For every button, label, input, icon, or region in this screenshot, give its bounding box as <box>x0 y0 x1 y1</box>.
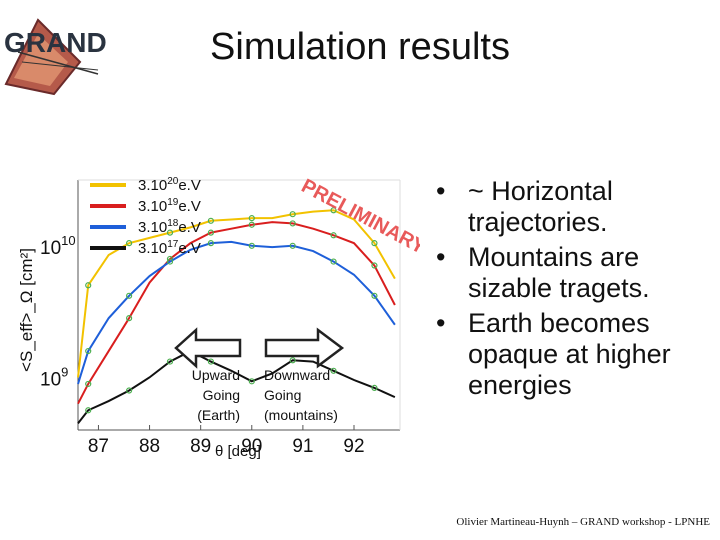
bullet-item: • Mountains are sizable tragets. <box>432 242 717 304</box>
logo-mark-icon <box>4 18 99 96</box>
data-point <box>371 292 378 299</box>
bullet-text: Earth becomes opaque at higher energies <box>468 308 671 400</box>
y-axis-label: <S_eff>_Ω [cm²] <box>17 248 36 372</box>
data-point <box>207 240 214 247</box>
data-point <box>85 407 92 414</box>
x-tick-label: 88 <box>139 436 160 457</box>
data-point <box>289 242 296 249</box>
data-point <box>289 357 296 364</box>
series-line-3 <box>77 349 396 425</box>
bullet-text: ~ Horizontal trajectories. <box>468 176 613 237</box>
data-point <box>330 232 337 239</box>
logo-text: GRAND <box>4 27 106 58</box>
bullet-dot-icon: • <box>436 176 446 206</box>
data-point <box>126 387 133 394</box>
data-point <box>330 367 337 374</box>
legend-label: 3.1019e.V <box>138 197 201 215</box>
upward-arrow-icon <box>174 327 242 369</box>
downward-label-line2: Going <box>264 387 301 403</box>
data-point <box>330 258 337 265</box>
bullet-dot-icon: • <box>436 242 446 272</box>
simulation-plot: 87 88 89 90 91 92 109 1010 θ [deg] <S_eff>_Ω [… <box>17 175 420 460</box>
x-tick-label: 87 <box>88 436 109 457</box>
bullet-item: • ~ Horizontal trajectories. <box>432 176 717 238</box>
data-point <box>248 221 255 228</box>
data-point <box>289 211 296 218</box>
x-tick-label: 91 <box>292 436 313 457</box>
legend-label: 3.1017e.V <box>138 239 201 257</box>
grand-logo: GRAND <box>4 18 106 96</box>
data-point <box>330 207 337 214</box>
data-point <box>248 242 255 249</box>
bullet-item: • Earth becomes opaque at higher energies <box>432 308 717 401</box>
y-tick-label: 109 <box>40 364 68 390</box>
data-point <box>248 215 255 222</box>
data-point <box>207 229 214 236</box>
upward-label-line1: Upward <box>192 367 240 383</box>
data-point <box>248 378 255 385</box>
data-point <box>85 282 92 289</box>
data-point <box>126 240 133 247</box>
footer-credit: Olivier Martineau-Huynh – GRAND workshop… <box>456 516 710 528</box>
x-tick-label: 92 <box>343 436 364 457</box>
data-point <box>207 217 214 224</box>
data-point <box>371 240 378 247</box>
series-line-1 <box>77 221 396 405</box>
data-point <box>289 220 296 227</box>
x-tick-label: 89 <box>190 436 211 457</box>
data-point <box>85 347 92 355</box>
legend-label: 3.1018e.V <box>138 218 201 236</box>
y-tick-labels: 109 1010 <box>40 233 76 391</box>
data-point <box>166 229 174 236</box>
series-line-2 <box>77 240 396 385</box>
legend: 3.1020e.V 3.1019e.V 3.1018e.V 3.1017e.V <box>90 176 201 257</box>
slide-title: Simulation results <box>210 26 510 68</box>
bullet-text: Mountains are sizable tragets. <box>468 242 650 303</box>
downward-label-line1: Downward <box>264 367 330 383</box>
bullet-list: • ~ Horizontal trajectories. • Mountains a… <box>432 176 717 405</box>
downward-label-line3: (mountains) <box>264 407 338 423</box>
x-axis-label: θ [deg] <box>215 443 261 460</box>
data-point <box>126 315 133 322</box>
data-point <box>166 358 174 365</box>
x-tick-marks <box>97 425 355 430</box>
upward-label-line3: (Earth) <box>197 407 240 423</box>
data-point <box>166 258 174 265</box>
x-tick-labels: 87 88 89 90 91 92 <box>88 436 365 457</box>
legend-label: 3.1020e.V <box>138 176 201 194</box>
preliminary-watermark: PRELIMINARY <box>298 175 420 259</box>
downward-arrow-icon <box>264 327 345 369</box>
data-point <box>207 358 214 365</box>
y-tick-label: 1010 <box>40 233 76 259</box>
bullet-dot-icon: • <box>436 308 446 338</box>
x-tick-label: 90 <box>241 436 262 457</box>
data-point <box>371 384 378 391</box>
upward-label-line2: Going <box>203 387 240 403</box>
data-point <box>85 380 92 388</box>
data-point <box>126 292 133 299</box>
data-point <box>371 262 378 269</box>
